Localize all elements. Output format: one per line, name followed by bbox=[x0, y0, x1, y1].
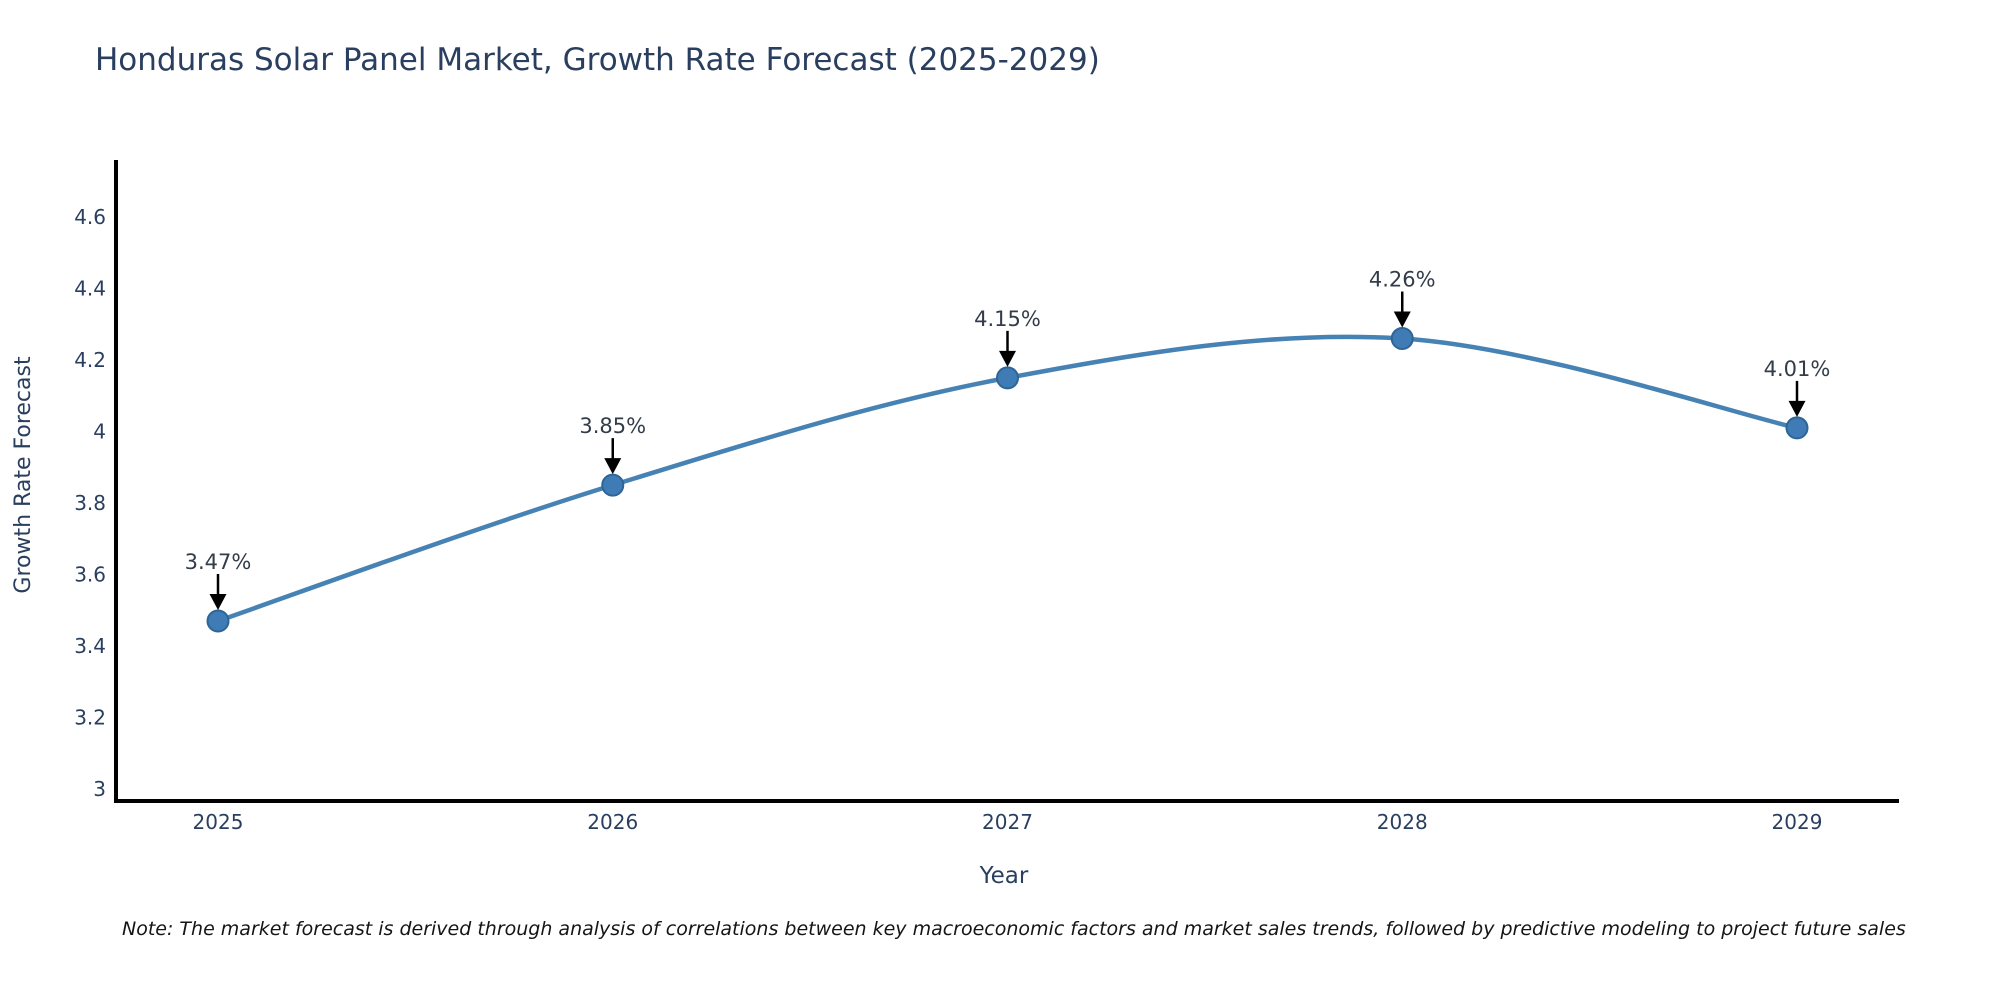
y-tick-label: 4.2 bbox=[74, 348, 106, 372]
data-point-2027[interactable] bbox=[996, 366, 1019, 390]
x-tick-label: 2027 bbox=[982, 810, 1033, 834]
y-tick-label: 3.6 bbox=[74, 563, 106, 587]
data-point-label: 3.85% bbox=[579, 414, 646, 438]
x-axis-title: Year bbox=[979, 863, 1029, 889]
y-tick-label: 3 bbox=[93, 777, 106, 801]
y-tick-label: 3.4 bbox=[74, 634, 106, 658]
data-point-2028[interactable] bbox=[1390, 327, 1414, 351]
annotation-arrow-head bbox=[209, 593, 227, 610]
y-tick-label: 4 bbox=[93, 420, 106, 444]
data-point-2026[interactable] bbox=[601, 473, 625, 497]
x-tick-label: 2026 bbox=[587, 810, 638, 834]
x-tick-label: 2029 bbox=[1772, 810, 1823, 834]
data-point-label: 3.47% bbox=[185, 550, 252, 574]
annotation-arrow-head bbox=[999, 350, 1016, 367]
plot-area: 3.47% 3.85% 4.15% 4.26% 4.01% bbox=[185, 268, 1831, 633]
chart-note: Note: The market forecast is derived thr… bbox=[122, 918, 1906, 940]
annotation-arrow-head bbox=[1393, 311, 1411, 328]
axes: 3 3.2 3.4 3.6 3.8 4 4.2 4.4 4.6 2025 2026 2027 2028 2… bbox=[74, 160, 1899, 834]
data-point-label: 4.26% bbox=[1369, 268, 1436, 292]
annotation-arrow-head bbox=[604, 458, 622, 475]
y-axis-title: Growth Rate Forecast bbox=[11, 356, 36, 594]
annotation-arrow-head bbox=[1788, 400, 1806, 417]
data-point-label: 4.01% bbox=[1764, 357, 1831, 381]
y-tick-label: 4.6 bbox=[74, 205, 106, 229]
data-point-2029[interactable] bbox=[1785, 416, 1809, 440]
x-tick-label: 2028 bbox=[1377, 810, 1428, 834]
y-tick-label: 4.4 bbox=[74, 277, 106, 301]
data-point-2025[interactable] bbox=[206, 609, 230, 633]
data-point-label: 4.15% bbox=[974, 307, 1041, 331]
x-tick-label: 2025 bbox=[193, 810, 244, 834]
chart-title: Honduras Solar Panel Market, Growth Rate… bbox=[95, 42, 1100, 78]
y-tick-label: 3.2 bbox=[74, 706, 106, 730]
y-tick-label: 3.8 bbox=[74, 491, 106, 515]
